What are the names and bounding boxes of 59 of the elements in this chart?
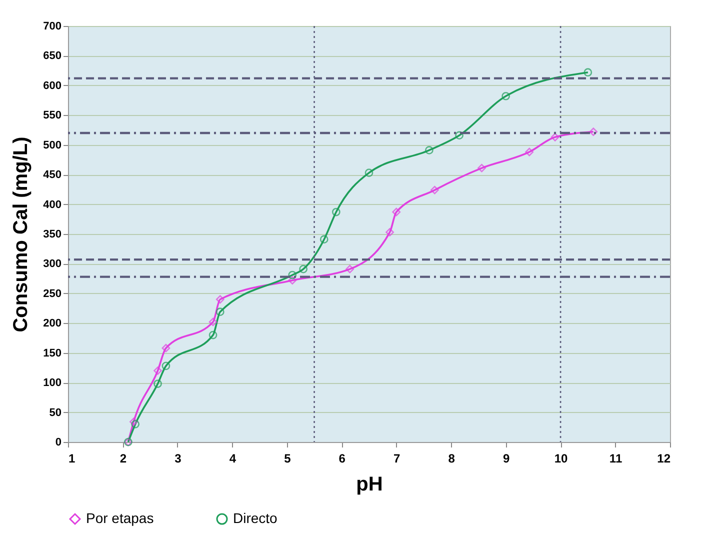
y-tick-label: 600 (43, 80, 62, 92)
y-axis-title: Consumo Cal (mg/L) (10, 136, 32, 332)
point (502, 92, 510, 100)
y-tick-label: 550 (43, 110, 62, 122)
point (216, 308, 224, 316)
point (478, 164, 486, 172)
point (425, 146, 434, 154)
x-tick-label: 11 (609, 452, 622, 466)
point (525, 148, 534, 156)
legend-label: Por etapas (86, 510, 154, 526)
point (216, 295, 224, 304)
point (131, 420, 140, 428)
x-tick-label: 7 (394, 452, 401, 466)
y-tick-label: 400 (43, 198, 62, 211)
point (589, 128, 598, 136)
x-tick-label: 5 (284, 452, 292, 466)
y-tick-label: 650 (43, 50, 62, 62)
y-tick-label: 250 (43, 288, 62, 300)
point (346, 264, 354, 274)
point (208, 330, 218, 340)
y-tick-label: 350 (43, 228, 62, 240)
x-tick-label: 10 (554, 452, 568, 466)
point (455, 131, 464, 140)
y-tick-label: 300 (43, 258, 62, 270)
point (332, 208, 340, 216)
y-tick-label: 500 (43, 139, 62, 152)
y-tick-label: 450 (43, 169, 62, 182)
point (208, 318, 218, 326)
point (364, 168, 374, 177)
x-tick-label: 9 (502, 452, 510, 466)
x-tick-label: 3 (174, 452, 182, 466)
point (154, 380, 162, 388)
point (288, 276, 297, 285)
y-tick-label: 150 (43, 347, 62, 360)
point (288, 270, 297, 280)
point (392, 208, 401, 216)
point (386, 228, 394, 236)
y-tick-label: 50 (49, 406, 62, 419)
y-tick-label: 100 (43, 377, 62, 390)
x-tick-label: 8 (448, 452, 456, 466)
point (162, 362, 170, 370)
point (430, 186, 439, 194)
point (162, 344, 170, 352)
x-tick-label: 4 (229, 452, 236, 466)
x-tick-label: 12 (657, 452, 671, 466)
point (154, 366, 162, 375)
point (299, 264, 308, 274)
y-tick-label: 200 (43, 318, 62, 330)
x-tick-label: 2 (120, 452, 127, 466)
point (320, 235, 328, 244)
y-tick-label: 700 (43, 20, 62, 32)
legend-label: Directo (233, 510, 278, 526)
x-axis-title: pH (356, 474, 383, 496)
x-tick-label: 6 (338, 452, 346, 466)
point (129, 418, 138, 426)
point (550, 132, 560, 142)
y-tick-label: 0 (55, 436, 62, 448)
x-tick-label: 1 (68, 452, 76, 466)
point (584, 68, 592, 77)
